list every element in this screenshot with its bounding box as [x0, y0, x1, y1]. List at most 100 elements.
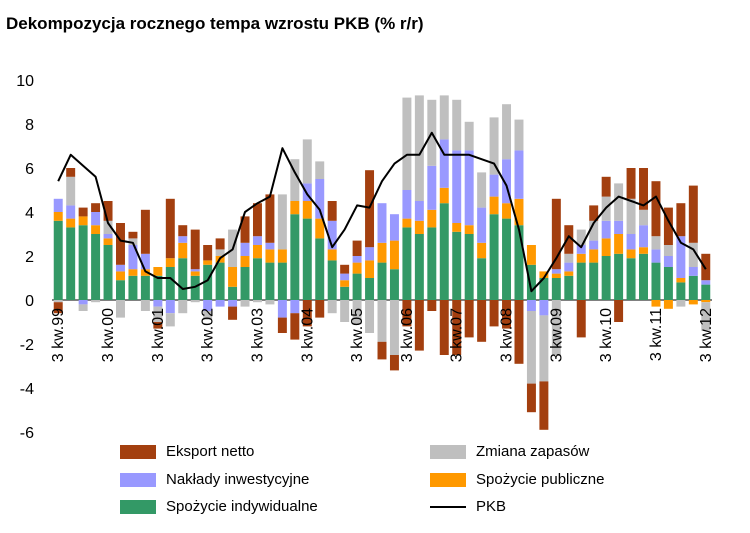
bar-publiczne: [564, 271, 574, 276]
bar-eksport: [452, 300, 462, 355]
bar-naklady: [228, 300, 238, 307]
bar-zapasy: [688, 242, 698, 267]
bar-naklady: [439, 139, 449, 188]
bar-eksport: [477, 300, 487, 342]
bar-naklady: [639, 225, 648, 248]
bar-publiczne: [389, 240, 399, 270]
bar-naklady: [240, 242, 250, 256]
x-tick-label: 3 kw.03: [249, 308, 266, 362]
line-layer: [57, 131, 707, 293]
bar-eksport: [277, 317, 287, 333]
bar-indywidualne: [601, 256, 611, 300]
bar-naklady: [215, 300, 225, 307]
bar-naklady: [601, 220, 611, 239]
bar-zapasy: [315, 161, 325, 179]
bar-eksport: [340, 264, 350, 274]
bar-naklady: [178, 236, 188, 243]
bar-eksport: [464, 300, 474, 338]
bar-indywidualne: [389, 269, 399, 300]
bar-eksport: [651, 181, 661, 237]
x-tick-label: 3 kw.07: [449, 308, 466, 362]
bar-naklady: [91, 212, 101, 226]
bar-indywidualne: [327, 260, 337, 300]
bar-naklady: [564, 262, 574, 272]
bar-eksport: [576, 300, 586, 338]
bar-indywidualne: [315, 238, 325, 300]
y-tick-label: -6: [20, 425, 34, 442]
bar-publiczne: [53, 212, 63, 221]
bar-eksport: [252, 203, 262, 237]
legend-label-publiczne: Spożycie publiczne: [476, 471, 605, 488]
bar-indywidualne: [414, 234, 424, 300]
bar-zapasy: [327, 300, 337, 314]
bar-publiczne: [153, 267, 163, 276]
bar-publiczne: [178, 242, 188, 259]
y-tick-label: -2: [20, 337, 34, 354]
bar-indywidualne: [53, 220, 63, 300]
legend-pkb: PKB: [430, 498, 506, 515]
bar-naklady: [676, 236, 686, 278]
bar-eksport: [663, 207, 673, 245]
bar-publiczne: [365, 260, 375, 278]
bar-zapasy: [352, 300, 362, 325]
bar-zapasy: [178, 300, 188, 314]
bar-indywidualne: [340, 286, 350, 300]
bar-naklady: [315, 179, 325, 219]
bar-publiczne: [402, 218, 412, 228]
bar-zapasy: [502, 104, 512, 160]
bar-indywidualne: [576, 262, 586, 300]
bar-eksport: [389, 355, 399, 371]
bar-publiczne: [502, 203, 512, 219]
bar-zapasy: [626, 198, 636, 234]
bar-zapasy: [452, 99, 462, 151]
bar-publiczne: [452, 223, 462, 232]
bar-eksport: [402, 300, 412, 327]
bar-zapasy: [203, 311, 213, 320]
bar-zapasy: [78, 304, 88, 311]
x-tick-label: 3 kw.12: [698, 308, 715, 362]
bar-naklady: [389, 214, 399, 241]
bar-publiczne: [91, 225, 101, 234]
bar-indywidualne: [701, 284, 711, 300]
bar-eksport: [502, 300, 512, 329]
bar-eksport: [352, 240, 362, 256]
bar-indywidualne: [116, 280, 125, 300]
bar-zapasy: [277, 194, 287, 250]
y-tick-label: 10: [16, 73, 34, 90]
legend-swatch-naklady: [120, 472, 156, 487]
x-tick-label: 3 kw.00: [100, 308, 117, 362]
bar-naklady: [203, 300, 213, 311]
bar-eksport: [140, 209, 150, 254]
bar-indywidualne: [626, 258, 636, 300]
bar-indywidualne: [526, 264, 536, 300]
bar-publiczne: [651, 300, 661, 307]
bar-indywidualne: [589, 262, 599, 300]
bar-indywidualne: [502, 218, 512, 300]
bar-indywidualne: [91, 234, 101, 300]
bar-zapasy: [66, 176, 76, 206]
bar-indywidualne: [402, 227, 412, 300]
bar-indywidualne: [215, 262, 225, 300]
bar-zapasy: [252, 300, 262, 303]
bar-eksport: [78, 207, 88, 217]
bar-naklady: [477, 207, 487, 243]
bar-publiczne: [315, 218, 325, 239]
bar-naklady: [302, 183, 312, 201]
legend-swatch-publiczne: [430, 472, 466, 487]
pkb-line: [57, 131, 707, 293]
y-tick-label: 0: [25, 293, 34, 310]
bar-indywidualne: [564, 275, 574, 300]
bar-indywidualne: [290, 214, 300, 300]
bar-naklady: [190, 269, 200, 272]
bar-zapasy: [402, 97, 412, 190]
bar-naklady: [663, 256, 673, 267]
bar-naklady: [551, 269, 561, 274]
legend-swatch-indywidualne: [120, 499, 156, 514]
x-tick-label: 3 kw.01: [150, 308, 167, 362]
bar-publiczne: [688, 300, 698, 305]
bar-indywidualne: [240, 267, 250, 300]
bar-naklady: [290, 300, 300, 314]
bar-naklady: [165, 300, 175, 314]
bar-eksport: [128, 231, 138, 239]
